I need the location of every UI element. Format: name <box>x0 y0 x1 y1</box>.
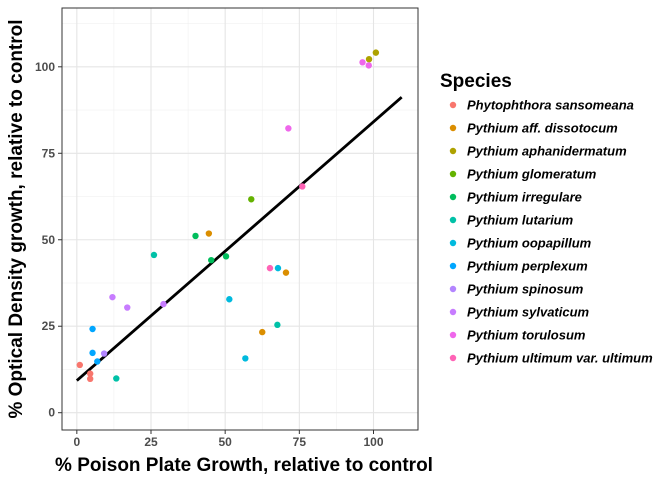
data-points <box>76 49 380 383</box>
legend-label: Pythium spinosum <box>467 282 584 297</box>
y-tick-label: 0 <box>48 406 55 420</box>
legend-label: Pythium glomeratum <box>467 167 597 182</box>
data-point <box>359 59 366 66</box>
data-point <box>192 232 199 240</box>
data-point <box>299 183 306 190</box>
y-axis-title: % Optical Density growth, relative to co… <box>6 19 27 418</box>
data-point <box>365 55 373 63</box>
data-point <box>274 321 281 329</box>
legend-item: Pythium glomeratum <box>449 167 597 182</box>
data-point <box>226 296 233 303</box>
legend-key <box>449 147 457 155</box>
data-point <box>100 350 108 357</box>
legend-key <box>449 216 457 224</box>
x-tick-label: 75 <box>293 435 307 449</box>
legend-label: Pythium irregulare <box>467 190 582 205</box>
legend-item: Pythium perplexum <box>449 259 588 274</box>
fit-line-layer <box>75 96 403 382</box>
legend-label: Pythium lutarium <box>467 213 574 228</box>
data-point <box>86 375 94 383</box>
legend-item: Pythium torulosum <box>449 328 586 343</box>
data-point <box>89 349 96 357</box>
legend-key <box>449 262 457 270</box>
legend-key <box>449 285 457 293</box>
legend-item: Pythium aphanidermatum <box>449 144 627 159</box>
data-point <box>89 325 96 333</box>
data-point <box>205 230 213 237</box>
y-tick-label: 75 <box>42 146 56 160</box>
legend-label: Pythium torulosum <box>467 328 586 343</box>
data-point <box>86 370 94 377</box>
legend-key <box>449 101 457 109</box>
axes: 0 25 50 75 100 0 25 50 75 100 <box>35 60 384 449</box>
x-axis-title: % Poison Plate Growth, relative to contr… <box>55 455 433 476</box>
legend-key <box>449 124 457 132</box>
legend-item: Pythium ultimum var. ultimum <box>449 351 653 366</box>
legend-item: Phytophthora sansomeana <box>449 98 634 113</box>
legend-title: Species <box>440 71 512 92</box>
data-point <box>282 269 290 276</box>
data-point <box>242 355 249 362</box>
legend-key <box>449 170 457 178</box>
x-tick-label: 0 <box>73 435 80 449</box>
y-tick-label: 25 <box>42 319 56 333</box>
data-point <box>372 49 380 56</box>
data-point <box>150 251 158 259</box>
legend-key <box>449 354 457 362</box>
data-point <box>274 264 282 272</box>
data-point <box>160 300 167 308</box>
y-tick-label: 100 <box>35 60 55 74</box>
data-point <box>266 264 274 272</box>
data-point <box>124 304 131 311</box>
data-point <box>259 328 266 336</box>
data-point <box>222 253 230 260</box>
data-point <box>94 358 101 365</box>
legend-key <box>449 331 457 339</box>
legend-label: Pythium oopapillum <box>467 236 592 251</box>
legend-item: Pythium sylvaticum <box>449 305 590 320</box>
panel-background <box>62 8 418 430</box>
legend-label: Phytophthora sansomeana <box>467 98 634 113</box>
data-point <box>365 62 372 69</box>
legend: Species Phytophthora sansomeana Pythium a… <box>440 71 653 366</box>
legend-label: Pythium aphanidermatum <box>467 144 627 159</box>
x-tick-label: 100 <box>363 435 383 449</box>
data-point <box>208 256 215 264</box>
legend-label: Pythium sylvaticum <box>467 305 590 320</box>
x-tick-label: 50 <box>218 435 232 449</box>
legend-key <box>449 239 457 247</box>
legend-label: Pythium ultimum var. ultimum <box>467 351 653 366</box>
data-point <box>109 293 116 301</box>
legend-item: Pythium irregulare <box>449 190 582 205</box>
legend-label: Pythium perplexum <box>467 259 588 274</box>
legend-item: Pythium lutarium <box>449 213 574 228</box>
y-tick-label: 50 <box>42 233 56 247</box>
legend-key <box>449 308 457 316</box>
data-point <box>76 361 84 369</box>
data-point <box>248 196 255 203</box>
data-point <box>285 125 292 132</box>
legend-item: Pythium oopapillum <box>449 236 592 251</box>
legend-key <box>449 193 457 201</box>
data-point <box>113 375 120 382</box>
legend-item: Pythium aff. dissotocum <box>449 121 618 136</box>
panel-border <box>61 7 419 431</box>
fit-line <box>75 96 403 382</box>
x-tick-label: 25 <box>144 435 158 449</box>
legend-item: Pythium spinosum <box>449 282 584 297</box>
legend-label: Pythium aff. dissotocum <box>467 121 618 136</box>
